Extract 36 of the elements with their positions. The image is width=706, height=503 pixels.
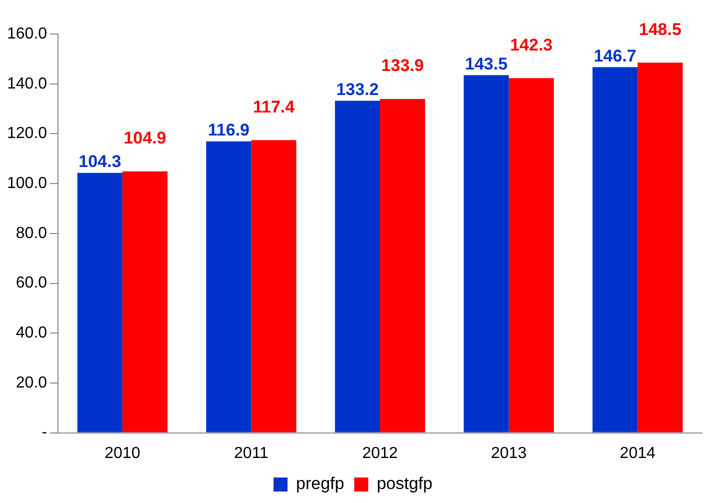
x-tick-label: 2012 (362, 444, 398, 462)
data-label: 117.4 (252, 97, 296, 116)
data-label: 116.9 (208, 120, 250, 140)
bar (206, 141, 252, 432)
bar (592, 67, 638, 432)
y-tick-label: 40.0 (16, 324, 48, 342)
data-label: 133.2 (336, 80, 379, 99)
data-label: 143.5 (465, 54, 508, 74)
y-tick-label: 100.0 (6, 174, 48, 192)
y-tick-label: - (42, 424, 48, 442)
bar (380, 99, 426, 432)
bar (638, 62, 683, 432)
bar (464, 75, 509, 432)
data-label: 148.5 (638, 20, 682, 39)
bar (251, 140, 296, 432)
y-tick-label: 80.0 (16, 224, 48, 242)
bar (77, 172, 122, 432)
x-tick-label: 2013 (491, 444, 527, 462)
bar (508, 78, 554, 432)
bar (334, 100, 380, 432)
data-label: 133.9 (381, 56, 424, 76)
y-tick-label: 120.0 (6, 125, 48, 142)
x-tick-label: 2014 (620, 444, 656, 462)
legend-label: postgfp (376, 474, 432, 494)
legend-label: pregfp (296, 474, 344, 494)
data-label: 142.3 (510, 35, 553, 54)
y-tick-label: 140.0 (6, 75, 48, 92)
data-label: 104.3 (78, 152, 122, 172)
data-label: 146.7 (594, 46, 636, 66)
y-tick-label: 160.0 (6, 25, 48, 42)
x-tick-label: 2010 (104, 444, 140, 462)
y-tick-label: 20.0 (16, 374, 48, 392)
data-label: 104.9 (124, 128, 166, 148)
y-tick-label: 60.0 (16, 274, 48, 292)
bar (122, 171, 168, 432)
x-tick-label: 2011 (234, 444, 269, 462)
